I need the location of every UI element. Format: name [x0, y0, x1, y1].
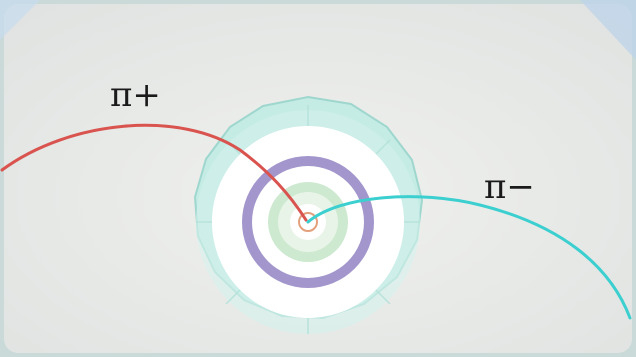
- vertex-marker: [298, 212, 318, 232]
- pi-plus-track: [0, 123, 308, 222]
- corner-accent-left: [0, 0, 40, 40]
- pi-minus-label: π−: [484, 167, 535, 207]
- pi-minus-track: [306, 195, 632, 320]
- corner-accent-right: [580, 0, 636, 60]
- pi-plus-label: π+: [110, 75, 161, 115]
